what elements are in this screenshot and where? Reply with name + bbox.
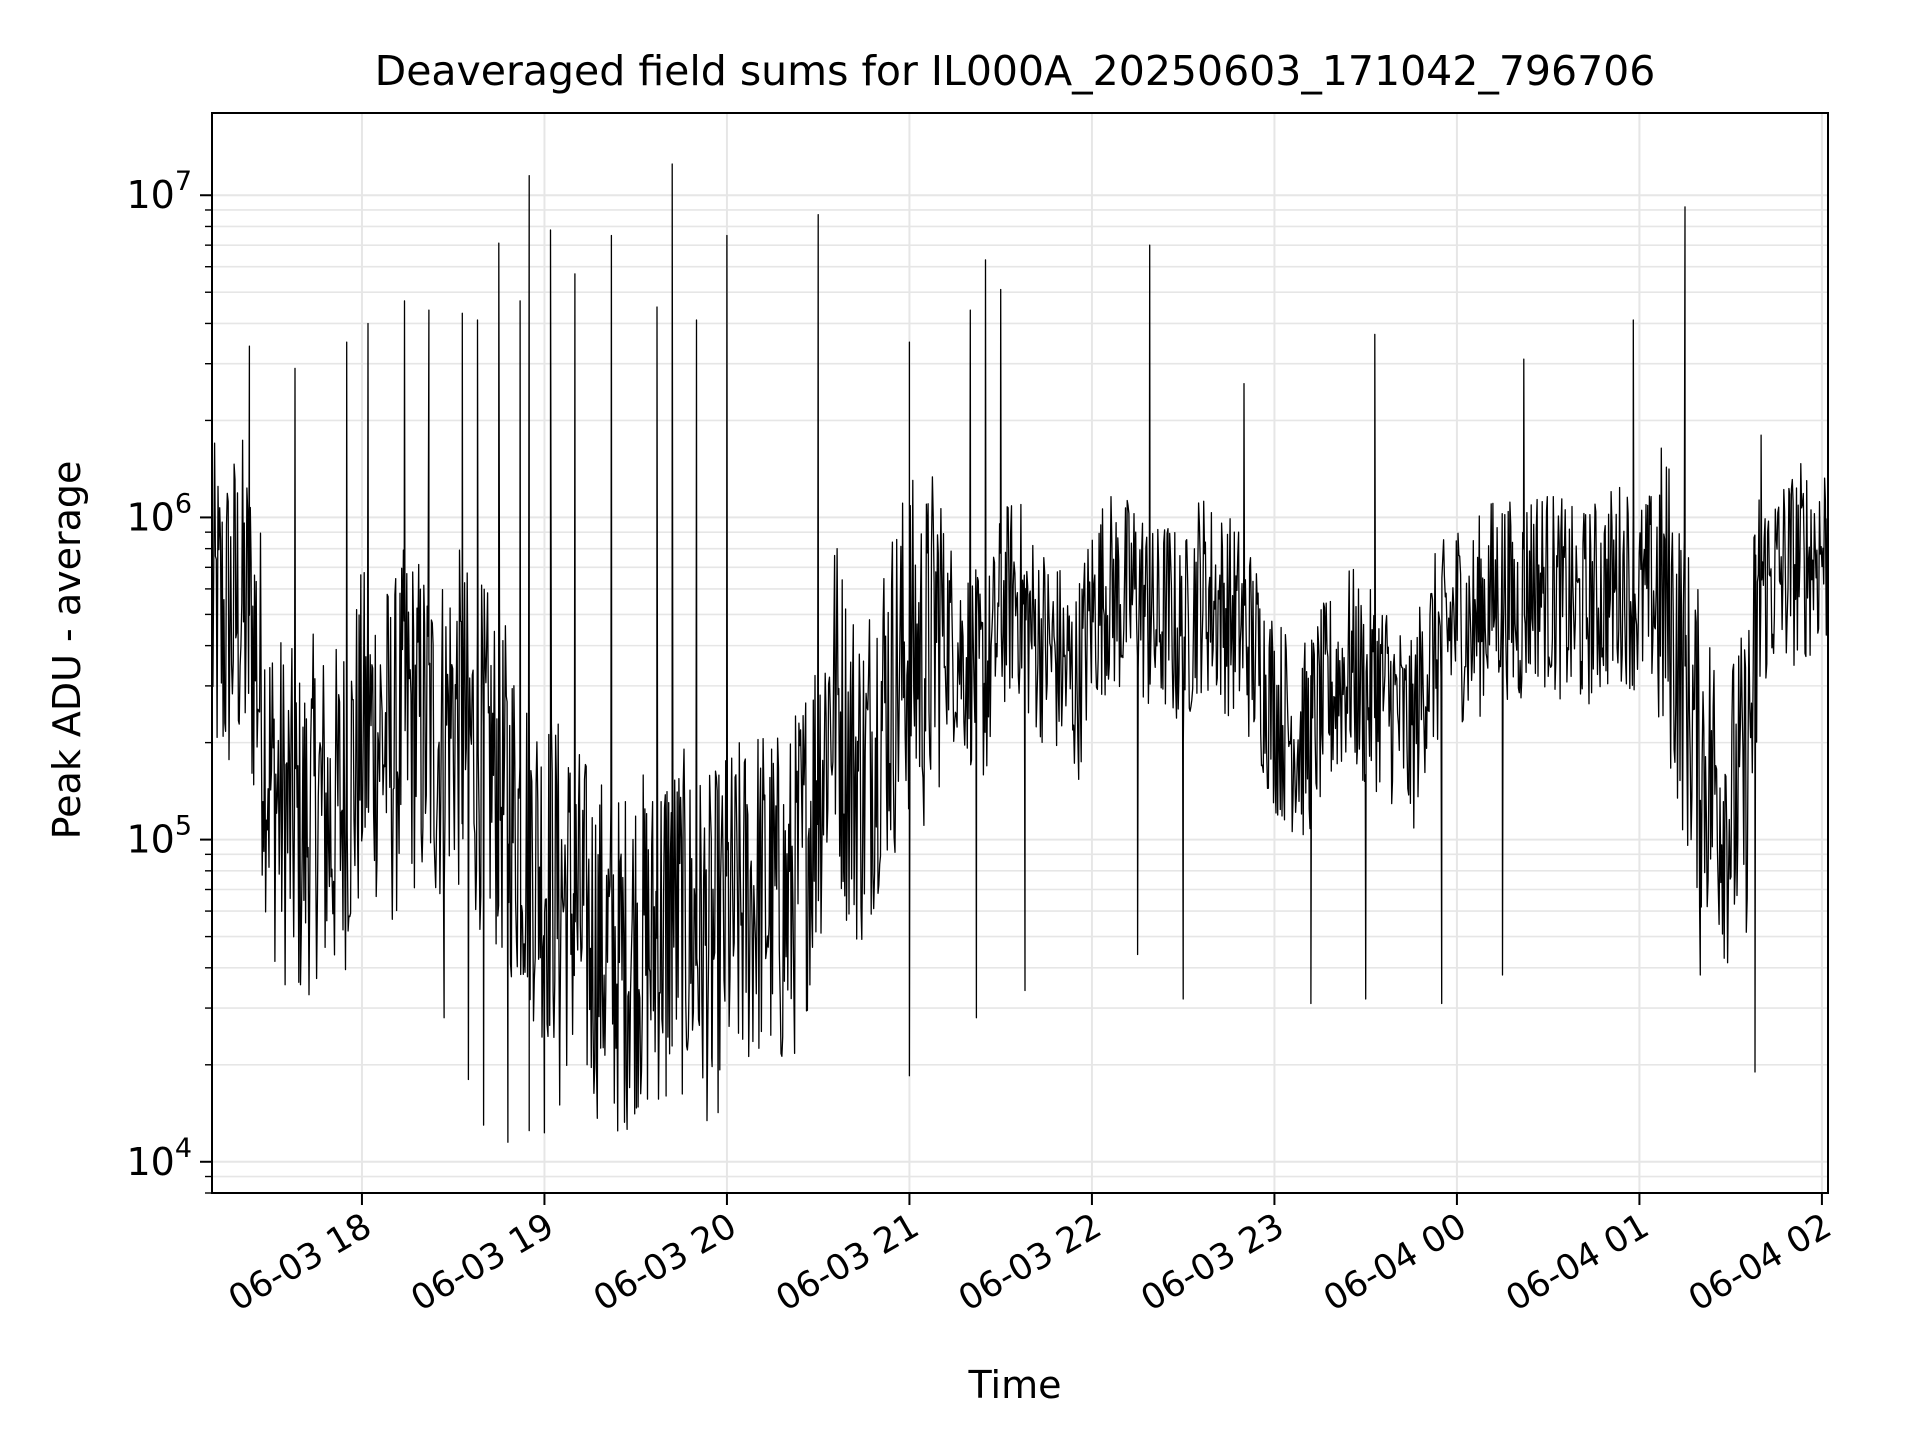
y-tick-base: 10 — [126, 1140, 174, 1184]
y-tick-exponent: 7 — [175, 166, 192, 197]
y-tick-base: 10 — [126, 173, 174, 217]
data-series — [211, 163, 1829, 1143]
y-tick-label: 105 — [126, 811, 192, 862]
y-axis-label: Peak ADU - average — [45, 461, 89, 840]
y-tick-label: 107 — [126, 166, 192, 217]
series-line — [211, 163, 1829, 1143]
y-tick-exponent: 6 — [175, 488, 192, 519]
chart-title: Deaveraged field sums for IL000A_2025060… — [375, 47, 1656, 95]
plot-frame — [211, 112, 1829, 1194]
y-tick-exponent: 4 — [175, 1133, 192, 1164]
y-tick-label: 104 — [126, 1133, 192, 1184]
x-axis-label: Time — [968, 1363, 1062, 1407]
y-tick-exponent: 5 — [175, 811, 192, 842]
y-tick-base: 10 — [126, 818, 174, 862]
y-tick-base: 10 — [126, 495, 174, 539]
y-tick-label: 106 — [126, 488, 192, 539]
